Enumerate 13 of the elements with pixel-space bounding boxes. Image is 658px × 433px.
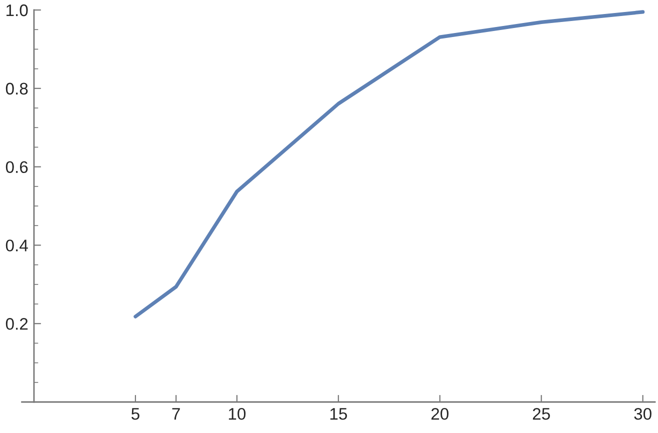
- x-tick-label: 7: [172, 408, 180, 420]
- x-tick-label: 20: [431, 408, 448, 420]
- x-tick-label: 30: [634, 408, 652, 420]
- y-tick-label: 0.6: [6, 161, 28, 174]
- x-tick-label: 15: [330, 408, 347, 420]
- y-tick-label: 0.2: [6, 318, 28, 330]
- x-tick-label: 10: [228, 408, 246, 420]
- line-series: [134, 10, 645, 318]
- y-tick-label: 0.8: [6, 82, 28, 95]
- y-tick-label: 1.0: [6, 4, 28, 16]
- x-tick-label: 5: [131, 408, 140, 420]
- x-tick-label: 25: [532, 408, 550, 420]
- y-tick-label: 0.4: [6, 240, 28, 252]
